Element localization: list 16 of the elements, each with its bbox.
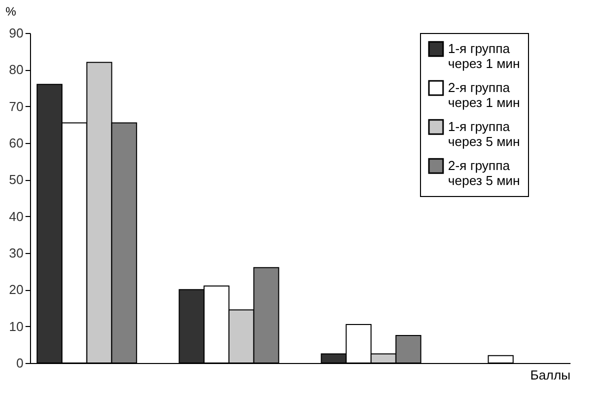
legend-label: 2-я группа через 1 мин xyxy=(448,80,520,110)
x-axis-title: Баллы xyxy=(530,368,570,382)
y-tick-label: 30 xyxy=(9,246,24,260)
y-axis-title: % xyxy=(6,4,16,18)
legend-label: 1-я группа через 1 мин xyxy=(448,41,520,71)
y-tick-label: 70 xyxy=(9,98,24,114)
y-tick-label: 20 xyxy=(9,282,24,298)
legend-label: 1-я группа через 5 мин xyxy=(448,119,520,149)
y-tick-label: 0 xyxy=(16,356,24,370)
y-tick-label: 90 xyxy=(9,26,24,40)
y-tick-label: 40 xyxy=(9,208,24,224)
y-tick-label: 60 xyxy=(9,136,24,150)
y-tick-label: 10 xyxy=(9,318,24,334)
legend-label: 2-я группа через 5 мин xyxy=(448,158,520,188)
y-tick-label: 80 xyxy=(9,62,24,78)
y-tick-label: 50 xyxy=(9,172,24,188)
